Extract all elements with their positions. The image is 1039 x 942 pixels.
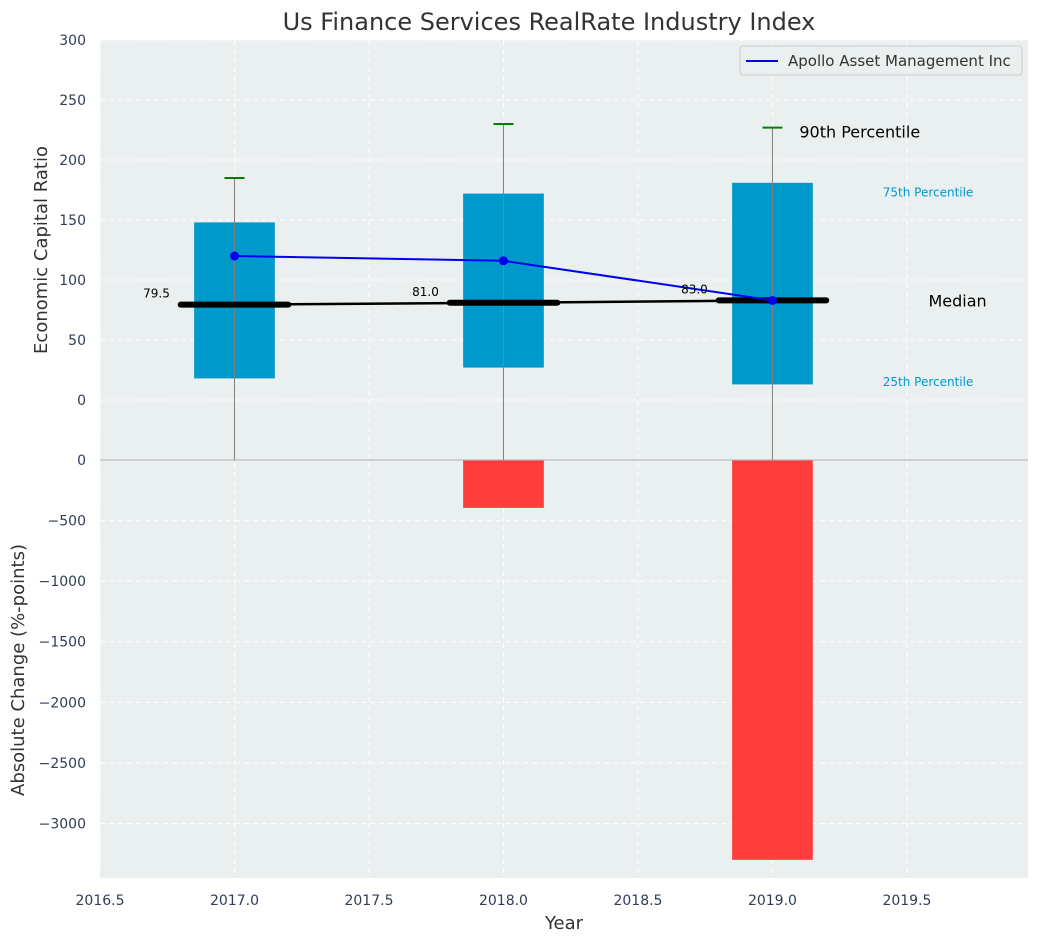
bottom-y-tick-label: −1000 [39,574,86,590]
chart-title: Us Finance Services RealRate Industry In… [283,8,816,36]
bottom-y-tick-label: −2000 [39,695,86,711]
company-point-2018.0 [498,256,508,266]
company-point-2017.0 [229,251,239,261]
whisker-lines [233,124,773,460]
bottom-y-tick-label: −3000 [39,816,86,832]
x-tick-label: 2018.5 [613,893,662,909]
x-tick-label: 2019.0 [748,893,797,909]
bottom-y-axis-ticks: 0 −500 −1000 −1500 −2000 −2500 −3000 [39,453,86,832]
change-bar-2019.0 [732,460,813,860]
bottom-y-axis-label: Absolute Change (%-points) [8,544,29,796]
annotation-90th-percentile: 90th Percentile [799,123,920,142]
change-bar-2018.0 [463,460,544,508]
annotation-median: Median [928,291,986,310]
top-y-tick-label: 0 [77,393,86,409]
top-y-tick-label: 250 [59,93,86,109]
bottom-y-tick-label: 0 [77,453,86,469]
x-tick-label: 2017.5 [344,893,393,909]
x-axis-ticks: 2016.5 2017.0 2017.5 2018.0 2018.5 2019.0 2019… [76,893,932,909]
annotation-75th-percentile: 75th Percentile [883,185,974,199]
company-series-points [229,251,777,305]
top-y-tick-label: 150 [59,213,86,229]
bottom-y-tick-label: −2500 [39,756,86,772]
top-y-tick-label: 50 [68,333,86,349]
median-label-2018: 81.0 [412,285,439,299]
top-y-axis-label: Economic Capital Ratio [31,146,52,354]
top-y-tick-label: 100 [59,273,86,289]
top-y-tick-label: 300 [59,33,86,49]
legend: Apollo Asset Management Inc [739,45,1023,76]
median-trend-line [234,299,773,306]
x-tick-label: 2018.0 [479,893,528,909]
x-tick-label: 2016.5 [76,893,125,909]
change-bars [463,460,813,860]
median-label-2017: 79.5 [143,287,170,301]
top-y-axis-ticks: 0 50 100 150 200 250 300 [59,33,86,409]
bottom-y-tick-label: −1500 [39,635,86,651]
legend-box [739,45,1023,76]
x-axis-label: Year [544,913,584,934]
median-label-2019: 83.0 [681,282,708,296]
top-y-tick-label: 200 [59,153,86,169]
x-tick-label: 2019.5 [882,893,931,909]
p90-caps [224,123,783,179]
bottom-panel-background [100,460,1028,878]
legend-entry-company: Apollo Asset Management Inc [788,52,1011,70]
x-tick-label: 2017.0 [210,893,259,909]
bottom-y-tick-label: −500 [48,514,86,530]
annotation-25th-percentile: 25th Percentile [883,375,974,389]
company-point-2019.0 [767,295,777,305]
